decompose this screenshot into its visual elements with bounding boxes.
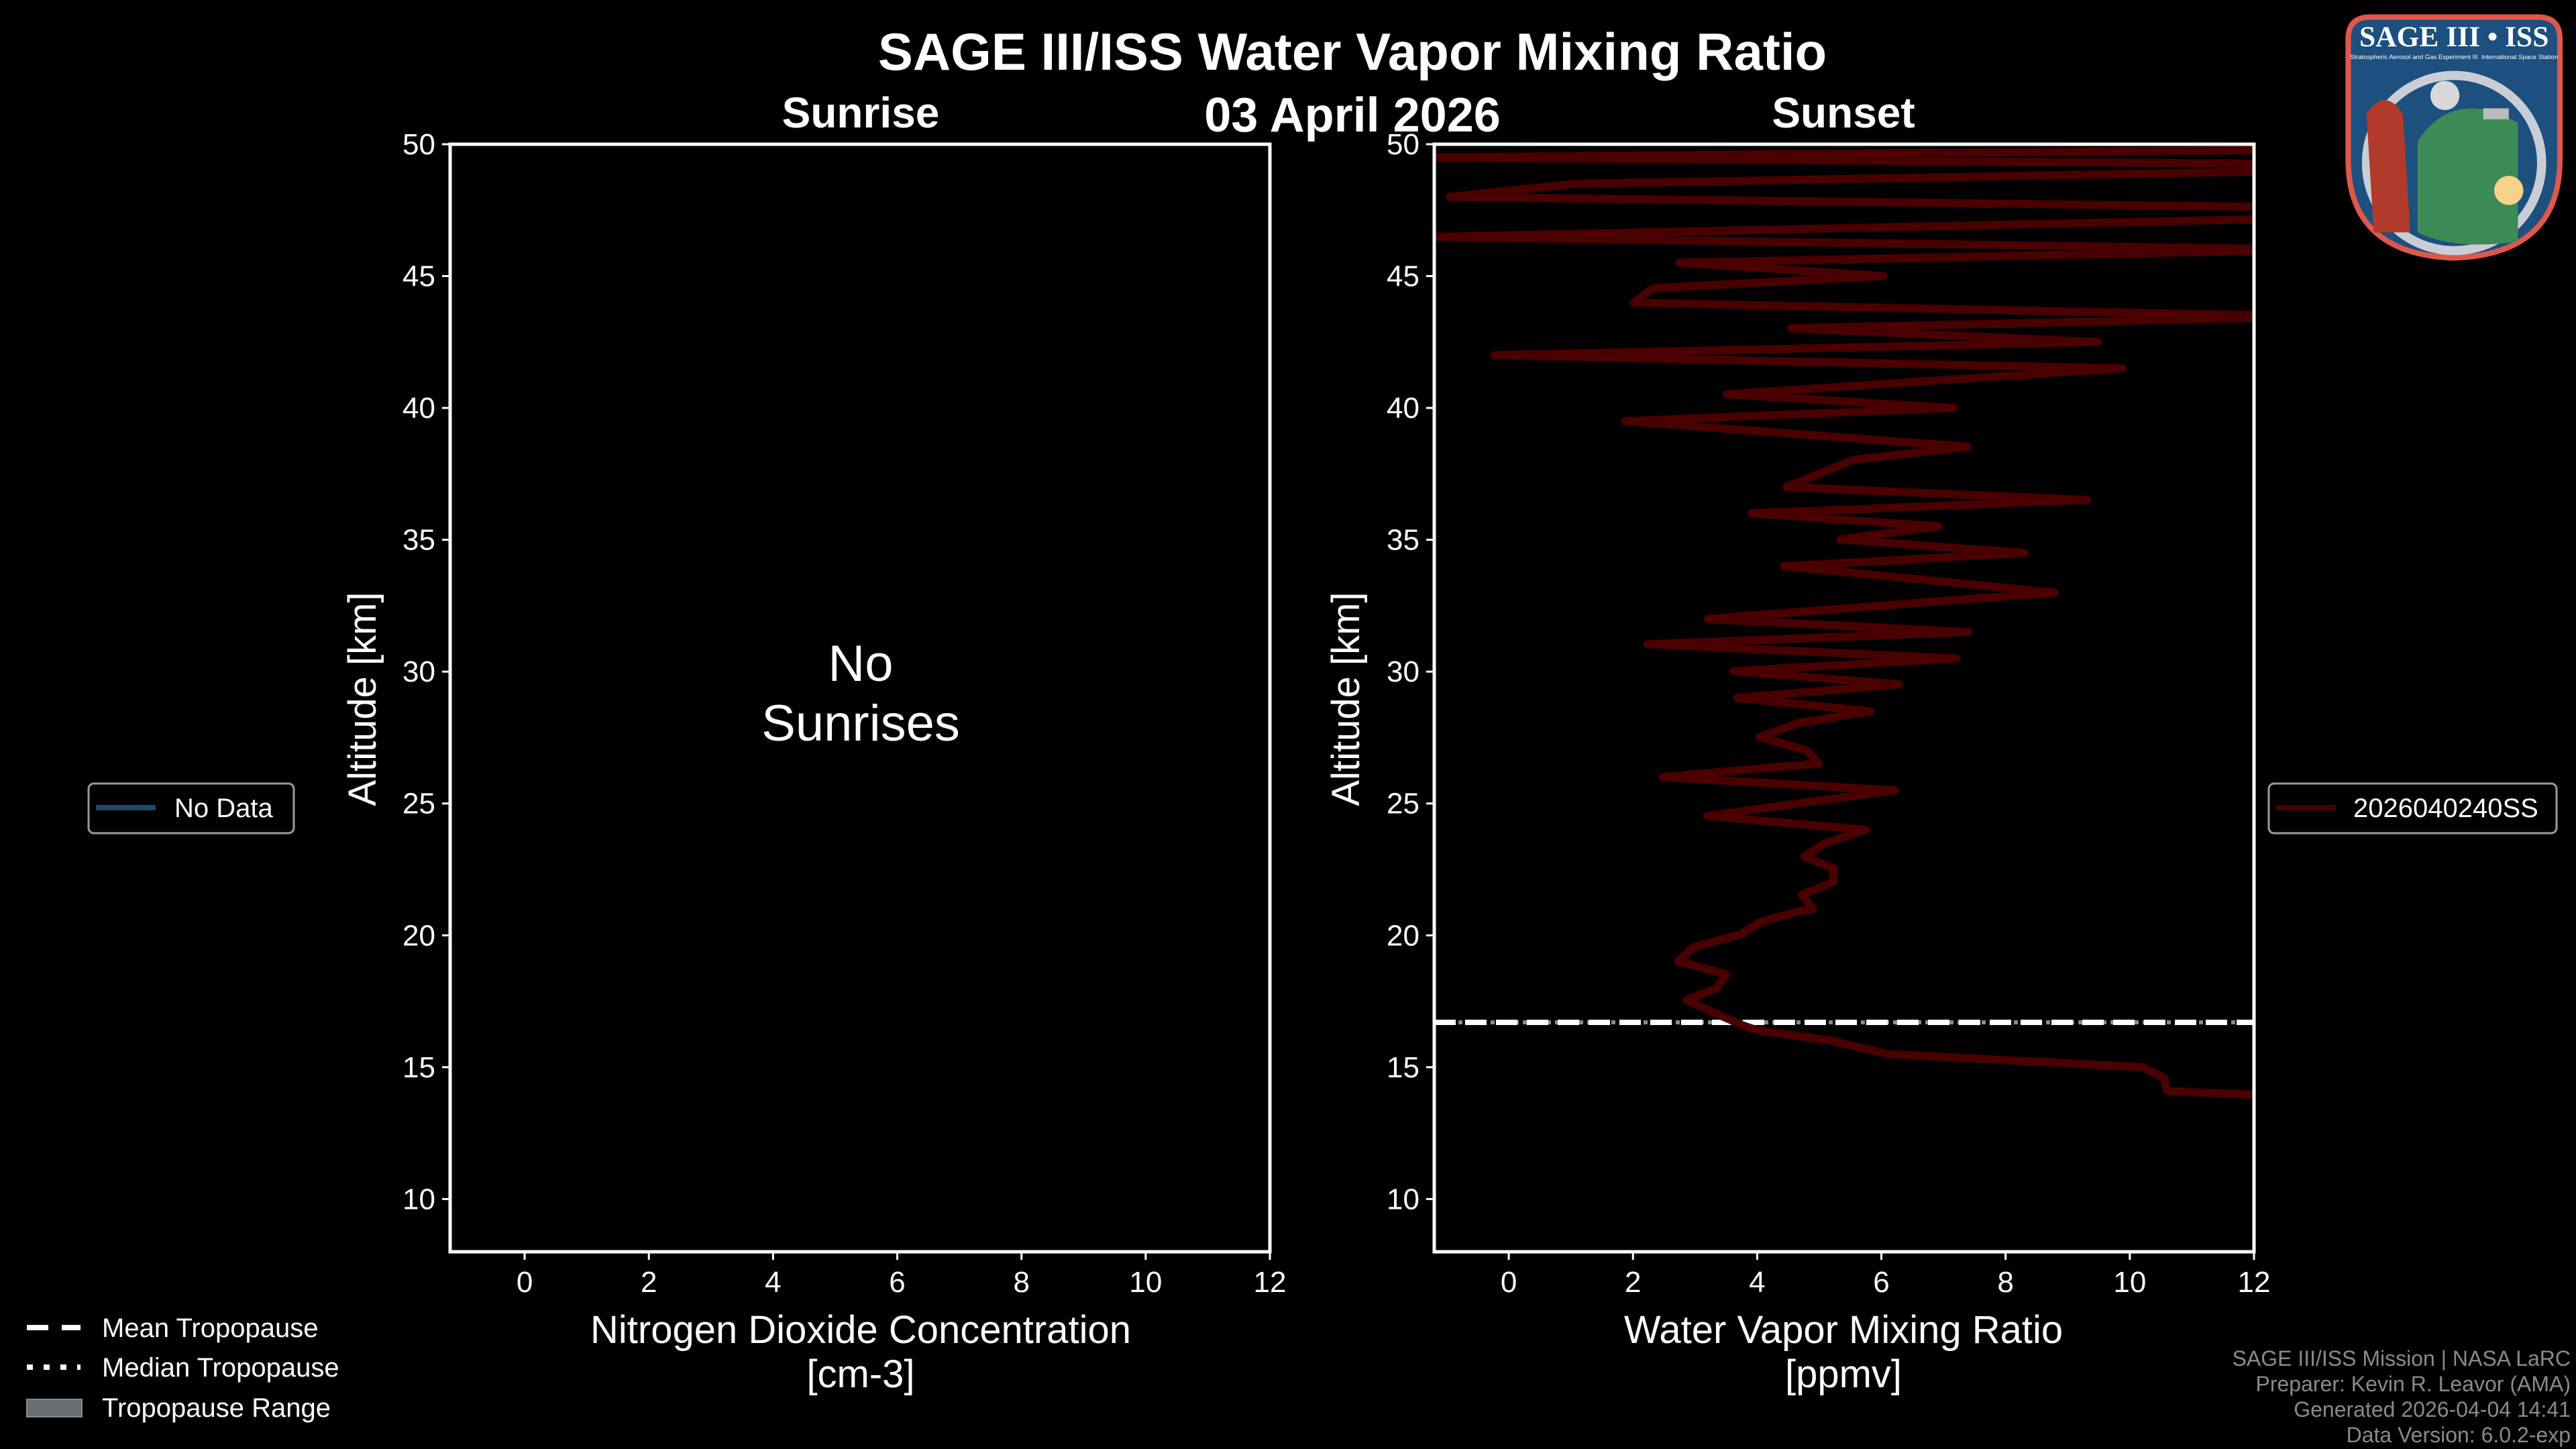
sunset-legend-label: 2026040240SS <box>2353 794 2538 823</box>
logo-title: SAGE III • ISS <box>2359 21 2549 53</box>
footer-generated: Generated 2026-04-04 14:41 <box>2294 1397 2571 1421</box>
sunrise-ytick-label: 30 <box>402 655 435 688</box>
sunset-ytick-label: 10 <box>1387 1183 1419 1216</box>
sunset-xtick-label: 6 <box>1873 1266 1889 1299</box>
sunset-xtick-label: 4 <box>1749 1266 1765 1299</box>
sunrise-ytick-label: 10 <box>402 1183 435 1216</box>
water-vapor-profile-line <box>1434 146 2254 1099</box>
sunrise-ticks: 0 2 4 6 8 10 12 10 15 20 25 30 35 40 45 50 <box>402 128 1286 1299</box>
sunrise-legend-box <box>87 782 295 835</box>
sunrise-xtick-label: 8 <box>1013 1266 1029 1299</box>
sunrise-ytick-label: 35 <box>402 524 435 557</box>
sunset-xtick-label: 10 <box>2113 1266 2146 1299</box>
sunrise-xtick-label: 6 <box>889 1266 905 1299</box>
no-sunrises-line2: Sunrises <box>761 695 960 752</box>
sunrise-xtick-label: 4 <box>765 1266 781 1299</box>
tropopause-legend: Mean Tropopause Median Tropopause Tropop… <box>26 1313 339 1423</box>
logo-subtitle-right: International Space Station <box>2481 54 2558 61</box>
sunrise-legend-label: No Data <box>174 794 273 823</box>
footer-preparer: Preparer: Kevin R. Leavor (AMA) <box>2256 1372 2571 1396</box>
sunrise-panel-title: Sunrise <box>782 89 940 137</box>
sunset-xlabel-line2: [ppmv] <box>1785 1352 1902 1396</box>
sunset-xtick-label: 0 <box>1501 1266 1517 1299</box>
sage-iss-mission-logo: SAGE III • ISS Stratospheric Aerosol and… <box>2345 14 2563 261</box>
tropopause-range-legend-label: Tropopause Range <box>102 1393 331 1423</box>
sunset-xtick-label: 8 <box>1997 1266 2013 1299</box>
sunset-ytick-label: 20 <box>1387 919 1419 952</box>
mean-tropopause-legend-label: Mean Tropopause <box>102 1313 318 1343</box>
sunset-ytick-label: 40 <box>1387 392 1419 425</box>
sunrise-axes-frame <box>448 142 1272 1254</box>
sunset-ytick-label: 15 <box>1387 1051 1419 1084</box>
logo-moon <box>2430 80 2460 111</box>
sunrise-ytick-label: 45 <box>402 260 435 293</box>
sunrise-xtick-label: 12 <box>1254 1266 1287 1299</box>
median-tropopause-legend-label: Median Tropopause <box>102 1353 339 1383</box>
sunrise-xtick-label: 0 <box>517 1266 533 1299</box>
sunset-axes-frame <box>1432 142 2256 1254</box>
sunrise-xlabel-line2: [cm-3] <box>806 1352 914 1396</box>
sunrise-ytick-label: 40 <box>402 392 435 425</box>
sunset-ytick-label: 25 <box>1387 788 1419 820</box>
sunset-xtick-label: 2 <box>1625 1266 1641 1299</box>
sunset-ytick-label: 50 <box>1387 128 1419 161</box>
sunrise-ytick-label: 50 <box>402 128 435 161</box>
logo-wizard <box>2366 100 2410 233</box>
sunrise-ytick-label: 25 <box>402 788 435 820</box>
sunset-xlabel-line1: Water Vapor Mixing Ratio <box>1624 1308 2063 1352</box>
sunrise-xtick-label: 2 <box>641 1266 657 1299</box>
footer-data-version: Data Version: 6.0.2-exp <box>2347 1423 2571 1447</box>
logo-iss <box>2483 108 2509 119</box>
date-title: 03 April 2026 <box>1204 89 1501 142</box>
sunset-ticks: 0 2 4 6 8 10 12 10 15 20 25 30 35 40 45 50 <box>1387 128 2270 1299</box>
sunrise-xtick-label: 10 <box>1129 1266 1162 1299</box>
sunset-ytick-label: 45 <box>1387 260 1419 293</box>
figure-title: SAGE III/ISS Water Vapor Mixing Ratio <box>878 22 1827 81</box>
logo-earth <box>2417 108 2518 245</box>
footer: SAGE III/ISS Mission | NASA LaRC Prepare… <box>2233 1346 2571 1447</box>
no-sunrises-line1: No <box>828 635 893 692</box>
logo-sun <box>2494 176 2524 205</box>
sunrise-ylabel: Altitude [km] <box>341 592 384 806</box>
sunset-ytick-label: 30 <box>1387 655 1419 688</box>
sunset-ylabel: Altitude [km] <box>1324 592 1368 806</box>
logo-ring <box>2361 70 2546 256</box>
sunrise-xlabel-line1: Nitrogen Dioxide Concentration <box>590 1308 1131 1352</box>
sunrise-ytick-label: 20 <box>402 919 435 952</box>
footer-mission: SAGE III/ISS Mission | NASA LaRC <box>2233 1346 2571 1371</box>
sunset-xtick-label: 12 <box>2238 1266 2271 1299</box>
sunset-legend-box <box>2267 782 2558 835</box>
sunrise-legend: No Data <box>87 782 295 835</box>
sunset-series <box>1434 146 2254 1099</box>
sunset-ytick-label: 35 <box>1387 524 1419 557</box>
sunset-panel: 0 2 4 6 8 10 12 10 15 20 25 30 35 40 45 50 Water Vapor … <box>1324 128 2270 1396</box>
sunrise-ytick-label: 15 <box>402 1051 435 1084</box>
tropopause-range-legend-patch <box>26 1399 83 1417</box>
sunset-legend: 2026040240SS <box>2267 782 2558 835</box>
logo-subtitle-left: Stratospheric Aerosol and Gas Experiment… <box>2350 54 2477 61</box>
sunset-panel-title: Sunset <box>1772 89 1915 137</box>
